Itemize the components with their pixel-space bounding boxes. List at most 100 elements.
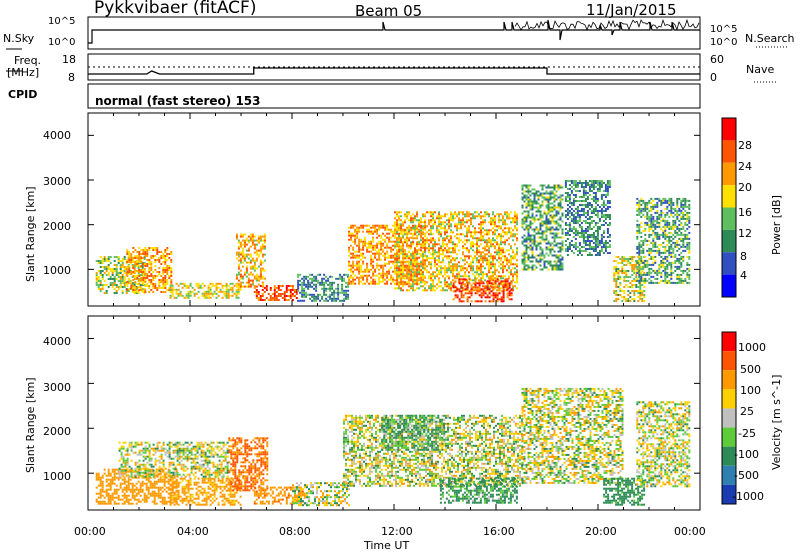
colorbar-swatch <box>722 252 736 275</box>
nsearch-tick-bottom: 10^0 <box>710 37 738 48</box>
velocity-cells <box>95 387 691 507</box>
colorbar-swatch <box>722 274 736 297</box>
xtick: 08:00 <box>279 525 311 538</box>
velocity-ytick: 2000 <box>43 425 71 438</box>
colorbar-swatch <box>722 118 736 141</box>
beam-label: Beam 05 <box>355 2 423 20</box>
cpid-value: normal (fast stereo) 153 <box>95 94 261 108</box>
power-cbar-tick: 8 <box>740 250 747 263</box>
nsky-tick-bottom: 10^0 <box>48 37 76 48</box>
nsearch-series-line <box>514 18 700 31</box>
xtick: 00:00 <box>74 525 106 538</box>
colorbar-swatch <box>722 351 736 371</box>
power-cbar-tick: 12 <box>738 227 752 240</box>
velocity-blob-2 <box>228 437 269 492</box>
power-ytick: 4000 <box>43 129 71 142</box>
nave-tick-bottom: 0 <box>710 71 717 84</box>
power-blob-4 <box>253 285 298 301</box>
date-label: 11/Jan/2015 <box>586 1 677 19</box>
power-blob-8 <box>452 278 513 303</box>
power-ytick: 1000 <box>43 264 71 277</box>
power-cbar-tick: 4 <box>740 269 747 282</box>
velocity-panel <box>87 315 737 511</box>
velocity-blob-7 <box>439 477 518 504</box>
colorbar-frame <box>721 331 737 505</box>
colorbar-swatch <box>722 408 736 428</box>
xaxis-label: Time UT <box>364 539 410 552</box>
velocity-ytick: 4000 <box>43 335 71 348</box>
velocity-ytick: 3000 <box>43 381 71 394</box>
velocity-cbar-tick: -1000 <box>732 490 764 503</box>
power-blob-5 <box>297 273 350 302</box>
colorbar-swatch <box>722 427 736 447</box>
nsky-label: N.Sky <box>3 32 35 45</box>
freq-tick-bottom: 8 <box>68 71 75 84</box>
colorbar-swatch <box>722 207 736 230</box>
velocity-colorbar-label: Velocity [m s^-1] <box>770 374 783 470</box>
panel-layers <box>6 16 788 511</box>
colorbar-swatch <box>722 389 736 409</box>
freq-units: [MHz] <box>7 66 40 79</box>
colorbar-swatch <box>722 185 736 208</box>
nsearch-tick-top: 10^5 <box>710 24 738 35</box>
power-blob-3 <box>235 233 266 288</box>
velocity-blob-9 <box>521 387 624 484</box>
nsky-strip-frame <box>87 16 701 50</box>
power-blob-9 <box>521 184 564 271</box>
power-ylabel: Slant Range [km] <box>24 186 37 282</box>
xtick: 20:00 <box>585 525 617 538</box>
colorbar-swatch <box>722 229 736 253</box>
cpid-strip-frame <box>87 83 701 109</box>
colorbar-swatch <box>722 162 736 186</box>
velocity-cbar-tick: 1000 <box>738 341 766 354</box>
power-ytick: 3000 <box>43 175 71 188</box>
velocity-cbar-tick: -500 <box>734 469 759 482</box>
velocity-blob-11 <box>636 401 691 488</box>
colorbar-swatch <box>722 484 736 504</box>
freq-series-line <box>88 67 700 75</box>
velocity-blob-3 <box>118 441 229 478</box>
colorbar-swatch <box>722 140 736 163</box>
power-blob-7 <box>394 211 518 292</box>
velocity-ylabel: Slant Range [km] <box>24 377 37 473</box>
nsky-tick-top: 10^5 <box>48 16 76 27</box>
radar-title: Pykkvibaer (fitACF) <box>94 0 257 18</box>
colorbar-swatch <box>722 446 736 466</box>
freq-label: Freq. <box>14 54 42 67</box>
velocity-blob-8 <box>381 414 446 451</box>
velocity-ytick: 1000 <box>43 470 71 483</box>
velocity-cbar-tick: 500 <box>740 363 761 376</box>
power-colorbar-label: Power [dB] <box>770 195 783 255</box>
nave-tick-top: 60 <box>710 53 724 66</box>
velocity-colorbar <box>721 331 737 505</box>
colorbar-swatch <box>722 332 736 352</box>
power-ytick: 2000 <box>43 220 71 233</box>
nsearch-label: N.Search <box>745 32 795 45</box>
velocity-cbar-tick: -100 <box>734 448 759 461</box>
power-cbar-tick: 20 <box>738 181 752 194</box>
xtick: 16:00 <box>483 525 515 538</box>
power-cbar-tick: 16 <box>738 206 752 219</box>
power-blob-12 <box>636 197 691 284</box>
power-panel <box>87 112 737 307</box>
power-colorbar <box>721 117 737 298</box>
power-blob-1 <box>126 247 173 293</box>
colorbar-swatch <box>722 370 736 390</box>
power-cells <box>95 180 691 303</box>
velocity-cbar-tick: 100 <box>740 384 761 397</box>
power-cbar-tick: 24 <box>738 160 752 173</box>
xtick: 00:00 <box>674 525 706 538</box>
cpid-label: CPID <box>8 88 38 101</box>
velocity-blob-5 <box>292 482 350 507</box>
power-blob-2 <box>169 282 242 299</box>
power-blob-10 <box>564 180 611 256</box>
xtick: 12:00 <box>381 525 413 538</box>
velocity-cbar-tick: -25 <box>738 427 756 440</box>
colorbar-swatch <box>722 465 736 485</box>
power-cbar-tick: 28 <box>738 139 752 152</box>
colorbar-frame <box>721 117 737 298</box>
xtick: 04:00 <box>177 525 209 538</box>
freq-tick-top: 18 <box>62 53 76 66</box>
nave-label: Nave <box>746 63 775 76</box>
